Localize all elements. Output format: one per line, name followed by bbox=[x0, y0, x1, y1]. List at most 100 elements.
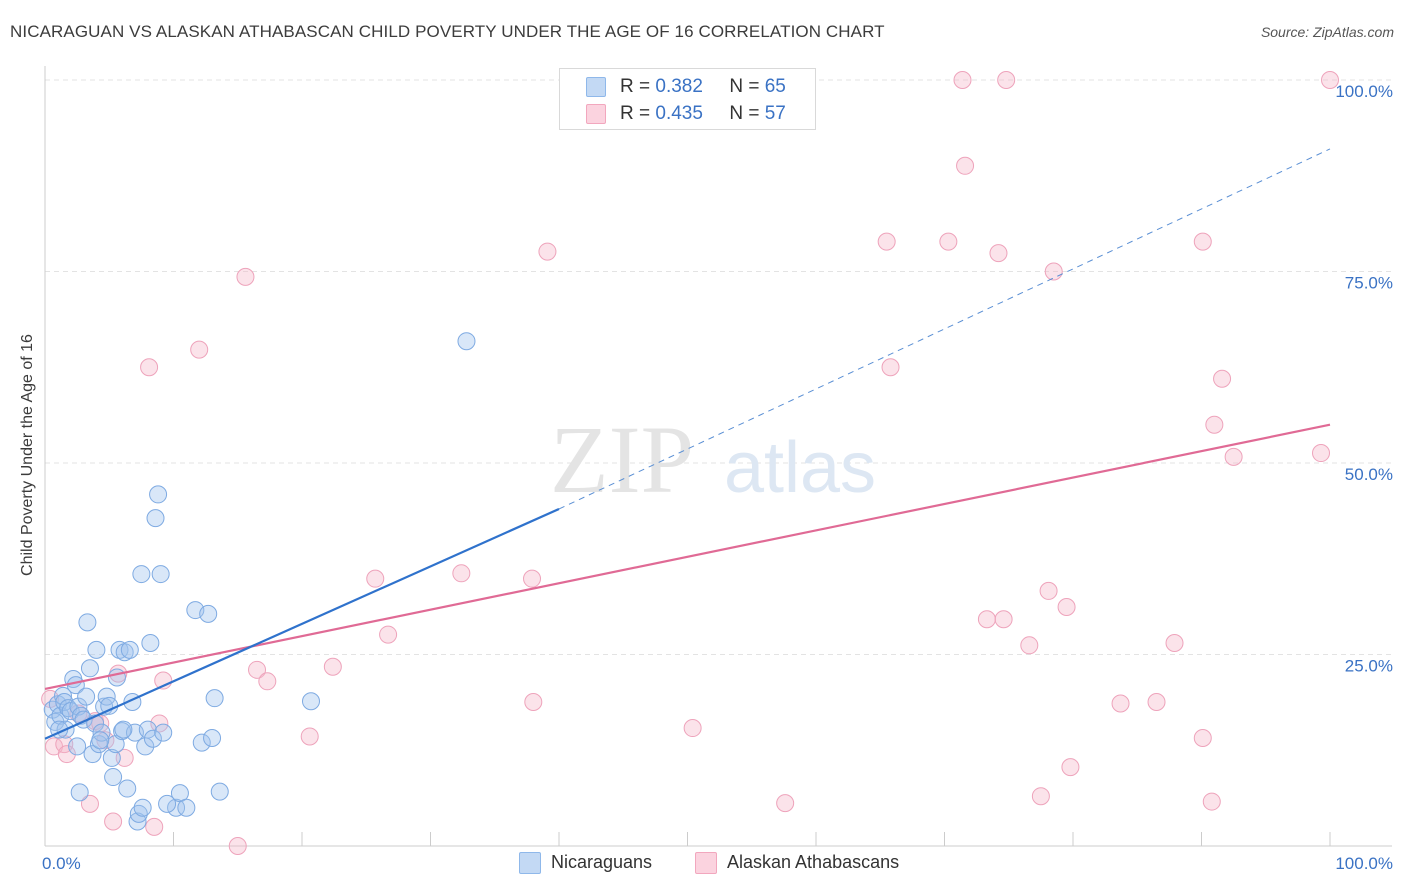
alaskan-athabascan-point bbox=[452, 564, 471, 583]
r-label: R = bbox=[620, 103, 651, 124]
y-tick-label: 75.0% bbox=[1345, 274, 1393, 293]
alaskan-athabascan-point bbox=[523, 569, 542, 588]
alaskan-athabascan-point bbox=[1205, 415, 1224, 434]
gridlines bbox=[45, 79, 1392, 655]
source-credit: Source: ZipAtlas.com bbox=[1260, 24, 1394, 40]
nicaraguan-point bbox=[106, 735, 125, 754]
chart-title: NICARAGUAN VS ALASKAN ATHABASCAN CHILD P… bbox=[10, 22, 885, 41]
alaskan-athabascan-point bbox=[104, 812, 123, 831]
alaskan-athabascan-point bbox=[1213, 369, 1232, 388]
r-value: 0.435 bbox=[655, 103, 703, 124]
nicaraguan-point bbox=[158, 794, 177, 813]
nicaraguan-point bbox=[128, 812, 147, 831]
x-tick-label: 0.0% bbox=[42, 854, 81, 873]
alaskan-athabascan-point bbox=[1165, 634, 1184, 653]
alaskan-athabascans-swatch bbox=[586, 104, 606, 124]
nicaraguan-point bbox=[132, 565, 151, 584]
alaskan-athabascan-point bbox=[994, 610, 1013, 629]
axes bbox=[44, 66, 1392, 847]
nicaraguan-point bbox=[151, 565, 170, 584]
nicaraguan-point bbox=[107, 668, 126, 687]
alaskan-athabascan-point bbox=[881, 358, 900, 377]
alaskan-athabascan-point bbox=[323, 657, 342, 676]
alaskan-athabascan-point bbox=[1020, 636, 1039, 655]
nicaraguan-point bbox=[143, 729, 162, 748]
alaskan-athabascan-point bbox=[524, 692, 543, 711]
alaskan-athabascan-point bbox=[1312, 444, 1331, 463]
alaskan-athabascan-point bbox=[115, 748, 134, 767]
alaskan-athabascan-point bbox=[1039, 581, 1058, 600]
alaskan-athabascan-point bbox=[538, 242, 557, 261]
nicaraguan-point bbox=[102, 748, 121, 767]
alaskan-athabascan-point bbox=[1147, 692, 1166, 711]
alaskan-athabascan-point bbox=[877, 232, 896, 251]
nicaraguan-point bbox=[92, 723, 111, 742]
alaskan-athabascan-point bbox=[379, 625, 398, 644]
nicaraguan-point bbox=[138, 720, 157, 739]
nicaraguan-point bbox=[203, 728, 222, 747]
nicaraguan-point bbox=[210, 782, 229, 801]
alaskan-athabascan-point bbox=[236, 267, 255, 286]
nicaraguan-point bbox=[114, 720, 133, 739]
alaskan-athabascan-point bbox=[956, 156, 975, 175]
tick-labels: 25.0% 50.0% 75.0% 100.0% 0.0% 100.0% bbox=[42, 82, 1393, 873]
n-label: N = bbox=[729, 76, 760, 97]
alaskan-athabascan-point bbox=[939, 232, 958, 251]
nicaraguan-point bbox=[83, 745, 102, 764]
legend-label: Nicaraguans bbox=[551, 852, 653, 872]
alaskan-athabascan-point bbox=[1193, 728, 1212, 747]
nicaraguan-point bbox=[149, 485, 168, 504]
nicaraguan-point bbox=[457, 332, 476, 351]
alaskan-athabascan-point bbox=[997, 71, 1016, 89]
n-value: 57 bbox=[764, 103, 786, 124]
alaskan-athabascan-point bbox=[80, 794, 99, 813]
watermark-zip: ZIP bbox=[550, 406, 694, 513]
y-tick-label: 100.0% bbox=[1335, 82, 1393, 101]
alaskan-athabascan-point bbox=[1061, 758, 1080, 777]
alaskan-athabascan-point bbox=[248, 660, 267, 679]
nicaraguan-point bbox=[205, 689, 224, 708]
nicaraguan-point bbox=[87, 640, 106, 659]
n-label: N = bbox=[729, 103, 760, 124]
nicaraguan-point bbox=[118, 779, 137, 798]
nicaraguan-point bbox=[120, 640, 139, 659]
alaskan-athabascan-point bbox=[1321, 71, 1339, 89]
alaskan-athabascan-point bbox=[150, 714, 169, 733]
nicaraguan-point bbox=[78, 613, 97, 632]
alaskan-athabascan-point bbox=[953, 71, 972, 89]
nicaraguan-point bbox=[192, 733, 211, 752]
alaskan-athabascan-point bbox=[683, 719, 702, 738]
nicaraguan-point bbox=[51, 706, 70, 725]
alaskan-athabascan-point bbox=[1193, 232, 1212, 251]
nicaraguans-swatch bbox=[519, 852, 541, 874]
alaskan-athabascan-point bbox=[1224, 447, 1243, 466]
alaskan-athabascan-point bbox=[1111, 694, 1130, 713]
alaskan-athabascans-trend-line bbox=[44, 423, 1331, 691]
watermark-atlas: atlas bbox=[724, 428, 876, 508]
r-label: R = bbox=[620, 76, 651, 97]
alaskan-athabascan-point bbox=[366, 569, 385, 588]
x-tick-label: 100.0% bbox=[1335, 854, 1393, 873]
nicaraguan-point bbox=[154, 723, 173, 742]
trend-lines bbox=[44, 148, 1331, 740]
nicaraguans-points bbox=[43, 332, 476, 831]
nicaraguans-swatch bbox=[586, 77, 606, 97]
r-value: 0.382 bbox=[655, 76, 703, 97]
nicaraguan-point bbox=[177, 798, 196, 817]
y-tick-label: 25.0% bbox=[1345, 657, 1393, 676]
nicaraguan-point bbox=[133, 798, 152, 817]
correlation-legend: R = 0.382 N = 65 R = 0.435 N = 57 bbox=[559, 68, 816, 130]
nicaraguan-point bbox=[77, 687, 96, 706]
nicaraguan-point bbox=[68, 737, 87, 756]
alaskan-athabascan-point bbox=[140, 358, 159, 377]
alaskan-athabascan-point bbox=[57, 745, 76, 764]
alaskan-athabascan-point bbox=[228, 837, 247, 855]
nicaraguan-point bbox=[301, 692, 320, 711]
legend-label: Alaskan Athabascans bbox=[727, 852, 900, 872]
alaskan-athabascan-point bbox=[1044, 262, 1063, 281]
alaskan-athabascan-point bbox=[190, 340, 209, 359]
alaskan-athabascan-point bbox=[977, 610, 996, 629]
nicaraguan-point bbox=[199, 604, 218, 623]
alaskan-athabascans-swatch bbox=[695, 852, 717, 874]
n-value: 65 bbox=[764, 76, 786, 97]
